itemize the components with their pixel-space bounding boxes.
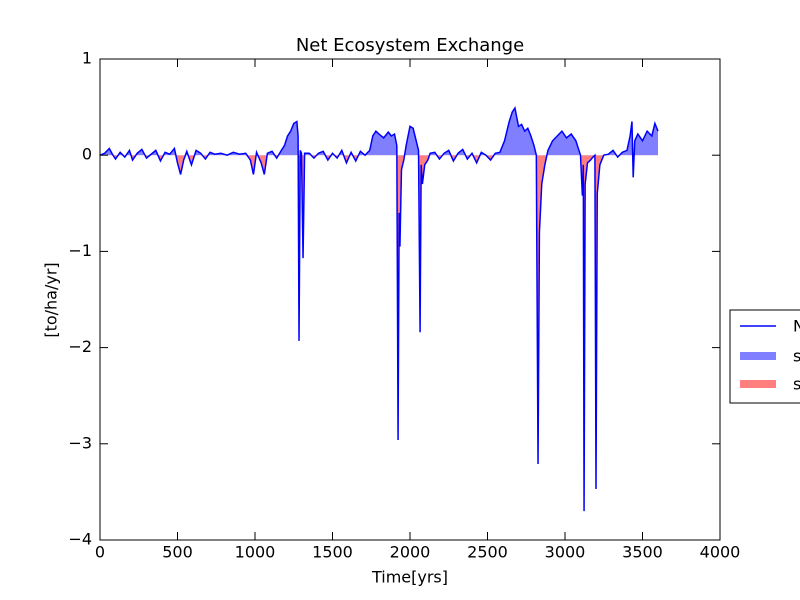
legend-label: s <box>793 347 800 366</box>
legend-swatch <box>740 352 776 360</box>
x-tick-label: 1000 <box>235 543 276 562</box>
x-tick-label: 3000 <box>545 543 586 562</box>
x-tick-label: 4000 <box>700 543 741 562</box>
x-tick-label: 1500 <box>312 543 353 562</box>
legend-label: N <box>793 317 800 336</box>
x-tick-label: 500 <box>162 543 193 562</box>
fill-area <box>100 108 658 156</box>
y-tick-label: −3 <box>68 433 92 452</box>
x-tick-label: 2000 <box>390 543 431 562</box>
legend-label: s <box>793 375 800 394</box>
y-tick-label: −4 <box>68 530 92 549</box>
y-tick-label: 1 <box>82 49 92 68</box>
x-tick-label: 2500 <box>467 543 508 562</box>
chart-title: Net Ecosystem Exchange <box>296 35 524 56</box>
x-tick-label: 3500 <box>622 543 663 562</box>
legend-swatch <box>740 380 776 388</box>
y-tick-label: 0 <box>82 145 92 164</box>
y-axis-label: [to/ha/yr] <box>42 262 61 337</box>
x-tick-label: 0 <box>95 543 105 562</box>
y-tick-label: −2 <box>68 337 92 356</box>
line <box>99 106 659 512</box>
y-tick-label: −1 <box>68 241 92 260</box>
x-axis-label: Time[yrs] <box>371 568 448 587</box>
